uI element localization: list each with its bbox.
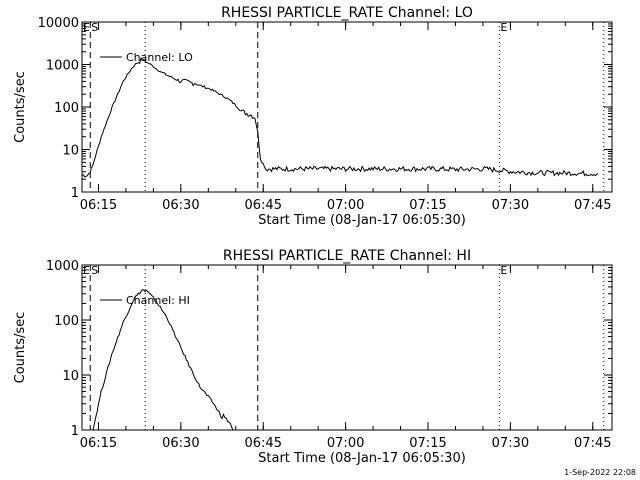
chart-title: RHESSI PARTICLE_RATE Channel: LO bbox=[221, 5, 473, 21]
x-tick-label: 07:15 bbox=[409, 436, 446, 451]
x-axis-ticks: 06:15 06:30 06:45 07:00 07:15 07:30 07:45 bbox=[80, 265, 612, 451]
x-tick-label: 06:30 bbox=[162, 198, 199, 213]
marker-label: S bbox=[91, 21, 98, 34]
chart-title: RHESSI PARTICLE_RATE Channel: HI bbox=[223, 248, 471, 264]
corner-marker-label: E bbox=[83, 21, 90, 34]
y-axis-ticks: 1 10 100 1000 10000 bbox=[38, 16, 612, 201]
time-markers: S EE bbox=[83, 21, 605, 192]
x-tick-label: 06:30 bbox=[162, 436, 199, 451]
legend: Channel: HI bbox=[100, 294, 190, 307]
x-tick-label: 06:15 bbox=[80, 436, 117, 451]
x-tick-label: 06:45 bbox=[245, 436, 282, 451]
x-tick-label: 06:45 bbox=[245, 198, 282, 213]
x-tick-label: 07:45 bbox=[574, 198, 611, 213]
x-tick-label: 07:00 bbox=[327, 198, 364, 213]
y-axis-label: Counts/sec bbox=[13, 312, 28, 384]
plot-frame bbox=[81, 264, 613, 431]
x-tick-label: 07:15 bbox=[409, 198, 446, 213]
plot-frame bbox=[81, 21, 613, 193]
chart-lo-panel: RHESSI PARTICLE_RATE Channel: LO 1 10 100 10… bbox=[13, 5, 613, 228]
y-tick-label: 1 bbox=[71, 186, 79, 201]
y-tick-label: 10 bbox=[62, 144, 79, 159]
y-tick-label: 1000 bbox=[46, 259, 79, 274]
legend-label: Channel: LO bbox=[126, 51, 193, 64]
y-tick-label: 10000 bbox=[38, 16, 79, 31]
chart-hi-panel: RHESSI PARTICLE_RATE Channel: HI 1 10 100 10… bbox=[13, 248, 613, 466]
y-axis-label: Counts/sec bbox=[13, 71, 28, 143]
footer-timestamp: 1-Sep-2022 22:08 bbox=[564, 468, 636, 477]
series-line bbox=[92, 289, 234, 431]
x-axis-label: Start Time (08-Jan-17 06:05:30) bbox=[258, 451, 466, 466]
corner-marker-label: E bbox=[83, 264, 90, 277]
x-tick-label: 06:15 bbox=[80, 198, 117, 213]
marker-label: S bbox=[91, 264, 98, 277]
marker-label: E bbox=[500, 264, 507, 277]
marker-label: E bbox=[500, 21, 507, 34]
y-axis-ticks: 1 10 100 1000 bbox=[46, 259, 612, 439]
legend-label: Channel: HI bbox=[126, 294, 190, 307]
x-tick-label: 07:00 bbox=[327, 436, 364, 451]
y-tick-label: 100 bbox=[54, 314, 79, 329]
series-line bbox=[81, 57, 599, 178]
x-tick-label: 07:30 bbox=[492, 436, 529, 451]
y-tick-label: 10 bbox=[62, 369, 79, 384]
x-axis-label: Start Time (08-Jan-17 06:05:30) bbox=[258, 213, 466, 228]
y-tick-label: 100 bbox=[54, 101, 79, 116]
x-axis-ticks: 06:15 06:30 06:45 07:00 07:15 07:30 07:45 bbox=[80, 22, 612, 213]
y-tick-label: 1 bbox=[71, 424, 79, 439]
time-markers: S EE bbox=[83, 264, 605, 430]
y-tick-label: 1000 bbox=[46, 59, 79, 74]
legend: Channel: LO bbox=[100, 51, 193, 64]
x-tick-label: 07:30 bbox=[492, 198, 529, 213]
x-tick-label: 07:45 bbox=[574, 436, 611, 451]
